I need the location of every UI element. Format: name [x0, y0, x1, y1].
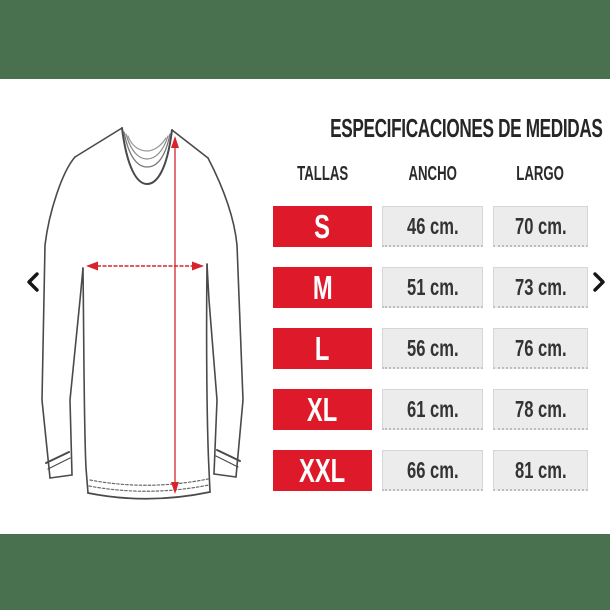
page-title: ESPECIFICACIONES DE MEDIDAS — [330, 113, 603, 143]
size-badge: XL — [273, 389, 372, 430]
ancho-value: 46 cm. — [382, 206, 483, 247]
size-badge: L — [273, 328, 372, 369]
largo-value: 76 cm. — [493, 328, 588, 369]
column-header-largo: LARGO — [516, 163, 565, 185]
ancho-value: 56 cm. — [382, 328, 483, 369]
largo-value: 70 cm. — [493, 206, 588, 247]
table-header-row: TALLAS ANCHO LARGO — [273, 163, 588, 186]
size-table: S 46 cm. 70 cm. M 51 cm. 73 cm. L — [273, 206, 588, 511]
size-badge: M — [273, 267, 372, 308]
size-badge: XXL — [273, 450, 372, 491]
chevron-left-icon — [27, 272, 39, 292]
ancho-value: 51 cm. — [382, 267, 483, 308]
ancho-value: 66 cm. — [382, 450, 483, 491]
table-row-xxl: XXL 66 cm. 81 cm. — [273, 450, 588, 491]
largo-value: 78 cm. — [493, 389, 588, 430]
largo-value: 81 cm. — [493, 450, 588, 491]
table-row-xl: XL 61 cm. 78 cm. — [273, 389, 588, 430]
largo-value: 73 cm. — [493, 267, 588, 308]
carousel-prev-button[interactable] — [25, 271, 41, 293]
top-green-band — [0, 0, 610, 79]
carousel-next-button[interactable] — [591, 271, 607, 293]
table-row-l: L 56 cm. 76 cm. — [273, 328, 588, 369]
table-row-s: S 46 cm. 70 cm. — [273, 206, 588, 247]
chevron-right-icon — [593, 272, 605, 292]
column-header-tallas: TALLAS — [296, 163, 349, 185]
table-row-m: M 51 cm. 73 cm. — [273, 267, 588, 308]
size-badge: S — [273, 206, 372, 247]
vertical-measure-arrow — [171, 136, 179, 494]
bottom-green-band — [0, 534, 610, 610]
column-header-ancho: ANCHO — [408, 163, 457, 185]
horizontal-measure-arrow — [86, 261, 204, 271]
ancho-value: 61 cm. — [382, 389, 483, 430]
